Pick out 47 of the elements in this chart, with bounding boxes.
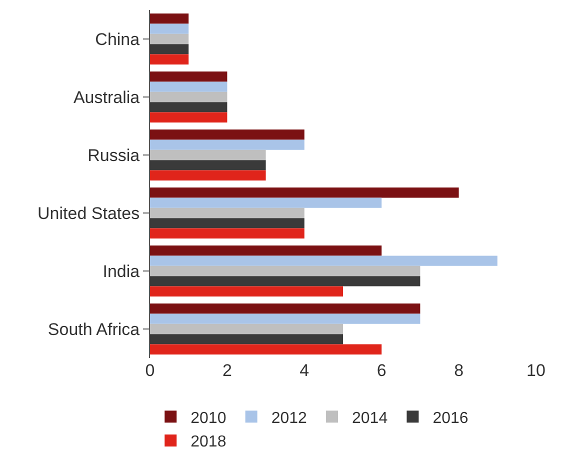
bar bbox=[150, 13, 189, 24]
bar bbox=[150, 324, 343, 334]
y-tick-label: South Africa bbox=[48, 320, 140, 339]
legend-label: 2018 bbox=[190, 434, 226, 451]
bar bbox=[150, 245, 382, 256]
bar bbox=[150, 170, 266, 181]
bar bbox=[150, 208, 304, 218]
bar bbox=[150, 92, 228, 102]
bar bbox=[150, 303, 420, 314]
bar bbox=[150, 82, 228, 92]
legend-label: 2012 bbox=[271, 410, 308, 427]
x-tick-label: 6 bbox=[376, 361, 386, 380]
bar bbox=[150, 314, 420, 324]
bar bbox=[150, 34, 189, 44]
x-tick-label: 8 bbox=[454, 361, 464, 380]
y-tick-label: China bbox=[95, 30, 140, 49]
bar bbox=[150, 187, 459, 198]
bar bbox=[150, 228, 304, 239]
legend-label: 2014 bbox=[352, 410, 388, 427]
bar bbox=[150, 24, 189, 34]
bar bbox=[150, 334, 343, 344]
y-tick-label: United States bbox=[38, 204, 140, 223]
bar bbox=[150, 71, 228, 82]
bar bbox=[150, 129, 304, 140]
bar bbox=[150, 140, 304, 150]
bar bbox=[150, 54, 189, 65]
bar bbox=[150, 160, 266, 170]
x-tick-label: 4 bbox=[300, 361, 310, 380]
bar bbox=[150, 44, 189, 54]
legend-label: 2010 bbox=[190, 410, 226, 427]
x-tick-label: 10 bbox=[526, 361, 546, 380]
bar bbox=[150, 102, 228, 112]
legend-label: 2016 bbox=[432, 410, 468, 427]
bar bbox=[150, 286, 343, 297]
y-tick-label: Australia bbox=[73, 88, 140, 107]
bar bbox=[150, 218, 304, 228]
x-tick-label: 2 bbox=[222, 361, 232, 380]
x-tick-label: 0 bbox=[145, 361, 155, 380]
y-tick-label: India bbox=[102, 262, 140, 281]
bar bbox=[150, 198, 382, 208]
y-tick-label: Russia bbox=[88, 146, 140, 165]
bar bbox=[150, 276, 420, 286]
bar bbox=[150, 266, 420, 276]
bar bbox=[150, 344, 382, 355]
bar bbox=[150, 112, 228, 123]
bar bbox=[150, 256, 498, 266]
bar bbox=[150, 150, 266, 160]
